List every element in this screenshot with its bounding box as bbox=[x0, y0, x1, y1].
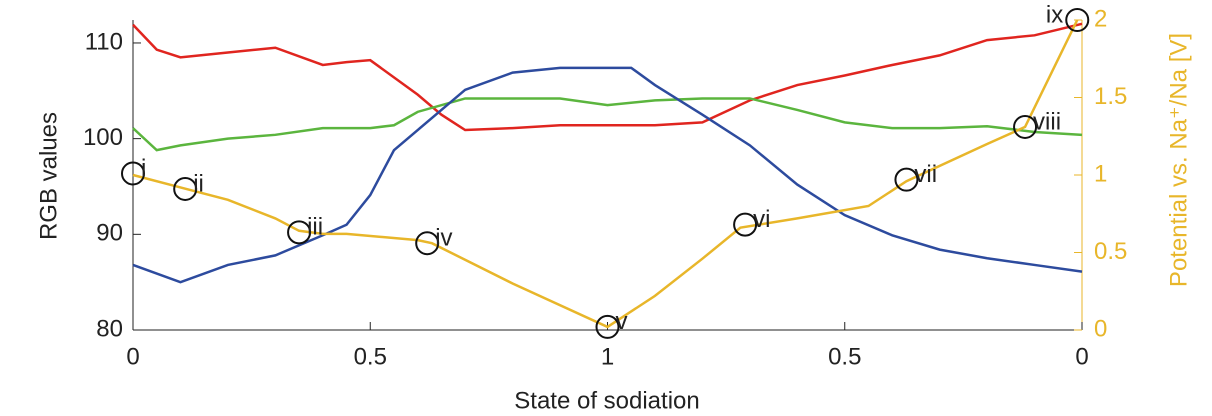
x-axis-label: State of sodiation bbox=[514, 387, 699, 414]
annotation-marker bbox=[287, 220, 312, 245]
x-tick-label: 1 bbox=[601, 343, 614, 370]
series-line bbox=[132, 66, 1083, 284]
y2-tick-label: 1.5 bbox=[1094, 83, 1127, 110]
x-tick-label: 0.5 bbox=[354, 343, 387, 370]
series-line bbox=[132, 19, 1079, 329]
annotation-marker bbox=[733, 212, 758, 237]
annotation-marker bbox=[415, 231, 440, 256]
annotation-label: iii bbox=[307, 214, 323, 241]
y2-tick-label: 2 bbox=[1094, 5, 1107, 32]
annotation-label: v bbox=[616, 308, 628, 335]
annotation-marker bbox=[894, 167, 919, 192]
annotation-label: ix bbox=[1046, 1, 1063, 28]
series-line bbox=[132, 97, 1083, 152]
annotation-marker bbox=[1065, 8, 1090, 32]
y-tick-label: 90 bbox=[96, 220, 123, 247]
annotation-label: viii bbox=[1033, 108, 1061, 135]
annotation-label: vi bbox=[753, 206, 770, 233]
annotation-label: ii bbox=[193, 170, 204, 197]
series-line bbox=[132, 22, 1083, 132]
x-tick-label: 0 bbox=[1075, 343, 1088, 370]
x-tick-label: 0.5 bbox=[828, 343, 861, 370]
annotation-marker bbox=[121, 161, 145, 186]
y2-tick-label: 0 bbox=[1094, 315, 1107, 342]
y-tick-label: 100 bbox=[83, 124, 123, 151]
y-tick-label: 80 bbox=[96, 315, 123, 342]
x-tick-label: 0 bbox=[126, 343, 139, 370]
annotation-marker bbox=[595, 314, 620, 339]
y2-tick-label: 1 bbox=[1094, 160, 1107, 187]
annotation-label: i bbox=[141, 155, 146, 182]
annotation-marker bbox=[1013, 114, 1038, 139]
y2-axis-label: Potential vs. Na⁺/Na [V] bbox=[1165, 33, 1192, 287]
y2-tick-label: 0.5 bbox=[1094, 238, 1127, 265]
annotation-marker bbox=[173, 176, 198, 201]
y-axis-label: RGB values bbox=[35, 112, 62, 240]
annotation-label: iv bbox=[435, 225, 452, 252]
y-tick-label: 110 bbox=[85, 28, 123, 55]
annotation-label: vii bbox=[914, 161, 937, 188]
